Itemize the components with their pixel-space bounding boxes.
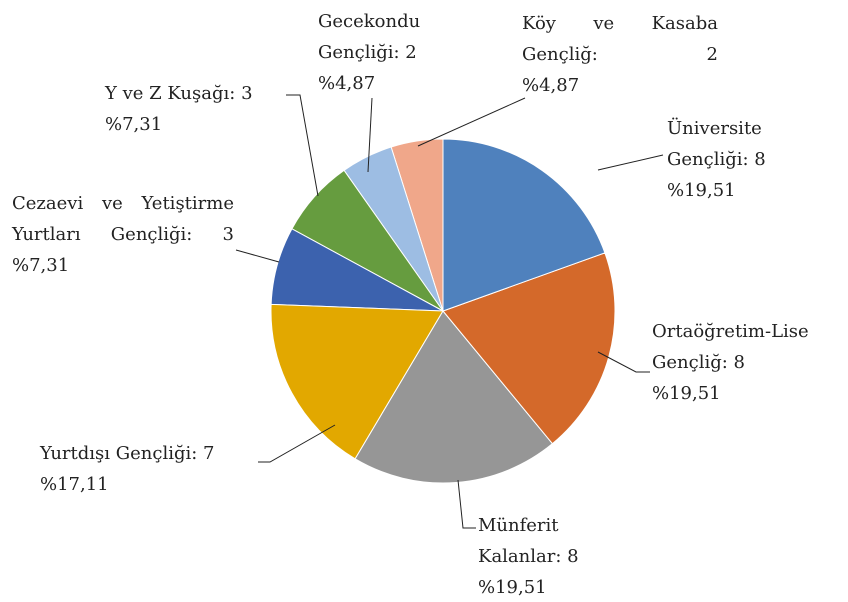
val: 8 <box>733 352 745 373</box>
slice-label: Cezaevi ve Yetiştirme Yurtları Gençliği:… <box>12 188 234 281</box>
label-text: Gecekondu Gençliği: <box>318 11 421 63</box>
leader-line <box>235 249 280 263</box>
pie-slice <box>442 138 606 312</box>
label-text: Ortaöğretim-Lise Gençliğ: <box>652 321 809 373</box>
pie-slice <box>442 252 616 445</box>
slice-label: Yurtdışı Gençliği: 7 %17,11 <box>40 438 300 500</box>
slice-label: Gecekondu Gençliği: 2 %4,87 <box>318 6 438 99</box>
val: 3 <box>222 224 234 245</box>
leader-line <box>367 97 373 173</box>
leader-line <box>258 424 336 463</box>
leader-line <box>597 351 650 373</box>
pie-slice <box>270 303 444 460</box>
leader-line <box>286 94 319 197</box>
pie-slice <box>354 310 554 484</box>
leader-line <box>457 479 476 529</box>
label-text: Üniversite Gençliği: <box>667 118 762 170</box>
val: 8 <box>754 149 766 170</box>
val: 2 <box>706 44 718 65</box>
pct: %7,31 <box>12 255 70 276</box>
pct: %4,87 <box>522 75 580 96</box>
leader-line <box>417 97 526 147</box>
label-text: Münferit Kalanlar: <box>478 515 562 567</box>
label-text: Cezaevi ve Yetiştirme Yurtları Gençliği: <box>12 193 234 245</box>
pct: %4,87 <box>318 73 376 94</box>
label-text: Köy ve Kasaba Gençliğ: <box>522 13 718 65</box>
leader-line <box>597 154 664 171</box>
val: 7 <box>203 443 215 464</box>
pct: %19,51 <box>667 180 736 201</box>
val: 3 <box>241 83 253 104</box>
pct: %19,51 <box>478 577 547 598</box>
label-text: Yurtdışı Gençliği: <box>40 443 198 464</box>
pct: %17,11 <box>40 474 109 495</box>
pct: %19,51 <box>652 383 721 404</box>
leader-lines <box>235 94 664 529</box>
slice-label: Münferit Kalanlar: 8 %19,51 <box>478 510 608 602</box>
pct: %7,31 <box>105 114 163 135</box>
slice-label: Y ve Z Kuşağı: 3 %7,31 <box>105 78 305 140</box>
val: 2 <box>405 42 417 63</box>
label-text: Y ve Z Kuşağı: <box>105 83 236 104</box>
slice-label: Köy ve Kasaba Gençliğ: 2 %4,87 <box>522 8 718 101</box>
val: 8 <box>567 546 579 567</box>
slice-label: Ortaöğretim-Lise Gençliğ: 8 %19,51 <box>652 316 848 409</box>
slice-label: Üniversite Gençliği: 8 %19,51 <box>667 113 787 206</box>
